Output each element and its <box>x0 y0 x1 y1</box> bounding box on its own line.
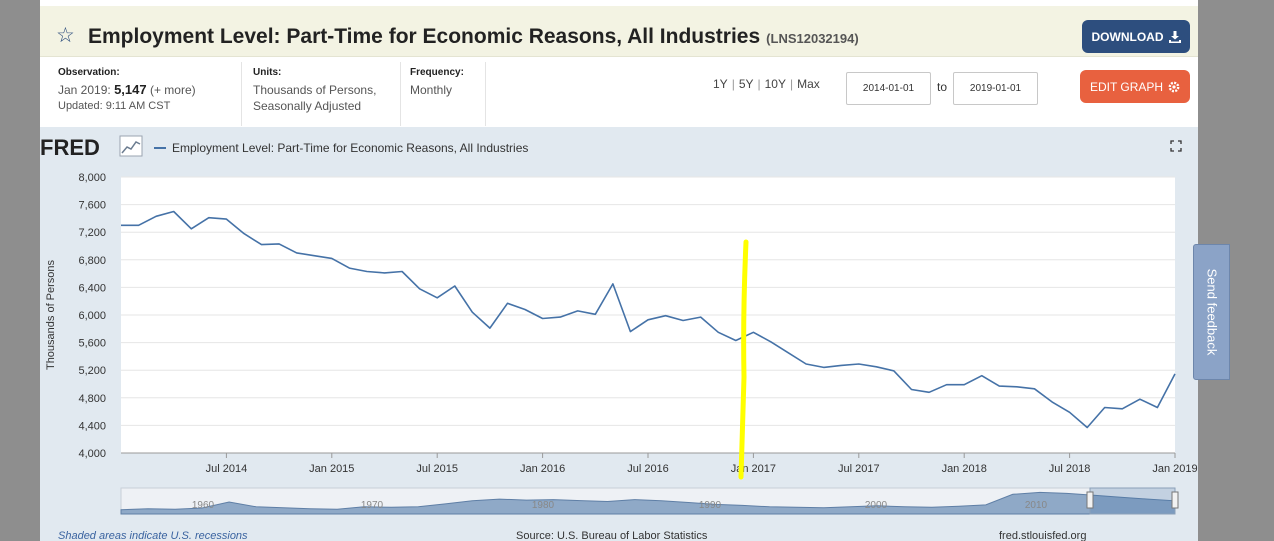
frequency-info: Frequency: Monthly <box>400 62 486 126</box>
start-date-input[interactable]: 2014-01-01 <box>846 72 931 105</box>
send-feedback-tab[interactable]: Send feedback <box>1193 244 1230 380</box>
x-tick-label: Jul 2016 <box>627 463 669 475</box>
range-5y[interactable]: 5Y <box>738 77 754 91</box>
units-info: Units: Thousands of Persons, Seasonally A… <box>243 62 401 126</box>
observation-value: 5,147 <box>114 82 147 97</box>
navigator-series-area <box>120 491 1176 515</box>
navigator-selection[interactable] <box>1089 487 1176 515</box>
observation-date: Jan 2019: <box>58 83 111 97</box>
x-tick-label: Jul 2015 <box>416 463 458 475</box>
y-tick-label: 4,400 <box>78 420 106 432</box>
download-button[interactable]: DOWNLOAD <box>1082 20 1190 53</box>
navigator-right-handle[interactable] <box>1171 491 1179 509</box>
chart-area: FRED Employment Level: Part-Time for Econ… <box>40 127 1198 541</box>
frequency-value: Monthly <box>410 83 453 97</box>
series-line <box>121 210 1176 429</box>
gear-icon <box>1168 81 1180 92</box>
y-tick-label: 8,000 <box>78 172 106 184</box>
download-icon <box>1168 30 1181 43</box>
legend-label: Employment Level: Part-Time for Economic… <box>172 141 528 155</box>
logo-icon-frame <box>119 135 143 157</box>
navigator-left-handle[interactable] <box>1086 491 1094 509</box>
units-line1: Thousands of Persons, <box>253 83 377 97</box>
recession-note: Shaded areas indicate U.S. recessions <box>58 530 248 541</box>
fullscreen-icon[interactable] <box>1170 140 1182 152</box>
fullscreen-icon-corners <box>1170 140 1182 152</box>
x-tick-label: Jan 2019 <box>1152 463 1197 475</box>
navigator-tick-label: 2010 <box>1025 500 1048 511</box>
site-credit: fred.stlouisfed.org <box>999 530 1086 541</box>
navigator-tick-label: 1960 <box>192 500 215 511</box>
x-tick-label: Jul 2017 <box>838 463 880 475</box>
series-panel: ☆ Employment Level: Part-Time for Econom… <box>40 0 1198 541</box>
units-line2: Seasonally Adjusted <box>253 99 362 113</box>
page-title: Employment Level: Part-Time for Economic… <box>88 25 859 49</box>
navigator-tick-label: 2000 <box>865 500 888 511</box>
navigator-tick-label: 1990 <box>699 500 722 511</box>
x-tick-label: Jan 2017 <box>731 463 776 475</box>
send-feedback-label: Send feedback <box>1204 268 1219 356</box>
observation-label: Observation: <box>58 67 120 78</box>
y-tick-label: 5,200 <box>78 365 106 377</box>
y-tick-label: 6,000 <box>78 310 106 322</box>
y-tick-label: 6,800 <box>78 255 106 267</box>
edit-graph-button[interactable]: EDIT GRAPH <box>1080 70 1190 103</box>
x-tick-label: Jan 2015 <box>309 463 354 475</box>
y-tick-label: 5,600 <box>78 338 106 350</box>
chart-svg: FRED Employment Level: Part-Time for Econ… <box>40 135 1198 541</box>
series-title: Employment Level: Part-Time for Economic… <box>88 25 761 48</box>
y-tick-label: 4,000 <box>78 448 106 460</box>
y-tick-label: 7,200 <box>78 227 106 239</box>
observation-more-link[interactable]: (+ more) <box>149 83 196 97</box>
range-selector: 1Y | 5Y | 10Y | Max <box>713 77 820 91</box>
download-label: DOWNLOAD <box>1091 29 1164 44</box>
to-label: to <box>937 80 948 94</box>
star-icon[interactable]: ☆ <box>56 24 75 47</box>
updated-time: Updated: 9:11 AM CST <box>58 100 171 112</box>
range-10y[interactable]: 10Y <box>764 77 786 91</box>
range-1y[interactable]: 1Y <box>713 77 728 91</box>
range-max[interactable]: Max <box>797 77 820 91</box>
navigator-tick-label: 1980 <box>532 500 555 511</box>
series-id: (LNS12032194) <box>766 31 859 46</box>
units-label: Units: <box>253 67 282 78</box>
fred-logo: FRED <box>40 135 100 160</box>
fred-logo-graph-icon <box>119 135 143 157</box>
y-tick-label: 4,800 <box>78 393 106 405</box>
title-bar: ☆ Employment Level: Part-Time for Econom… <box>40 6 1198 57</box>
y-tick-label: 6,400 <box>78 282 106 294</box>
highlighter-annotation <box>738 239 749 480</box>
x-tick-label: Jul 2014 <box>206 463 248 475</box>
observation-info: Observation: Jan 2019: 5,147 (+ more) Up… <box>48 62 242 126</box>
frequency-label: Frequency: <box>410 67 464 78</box>
y-axis-label: Thousands of Persons <box>45 259 57 370</box>
logo-icon-line <box>121 141 141 154</box>
x-tick-label: Jan 2016 <box>520 463 565 475</box>
navigator-tick-label: 1970 <box>361 500 384 511</box>
x-tick-label: Jan 2018 <box>942 463 987 475</box>
end-date-input[interactable]: 2019-01-01 <box>953 72 1038 105</box>
source-note: Source: U.S. Bureau of Labor Statistics <box>516 530 708 541</box>
x-tick-label: Jul 2018 <box>1049 463 1091 475</box>
edit-graph-label: EDIT GRAPH <box>1089 79 1164 94</box>
y-tick-label: 7,600 <box>78 200 106 212</box>
